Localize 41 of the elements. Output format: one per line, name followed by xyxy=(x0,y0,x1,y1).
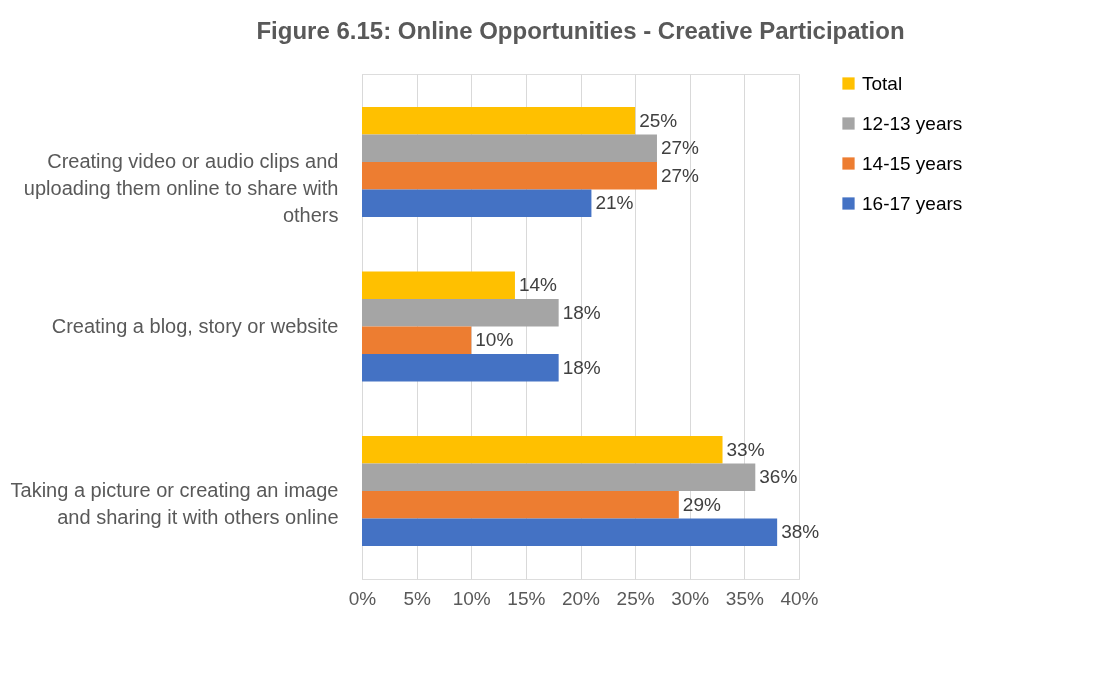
legend-label: 16-17 years xyxy=(862,192,963,214)
x-tick-label: 40% xyxy=(780,587,819,609)
x-tick-label: 10% xyxy=(452,587,491,609)
x-tick-label: 5% xyxy=(403,587,431,609)
data-label: 33% xyxy=(726,438,765,460)
data-label: 36% xyxy=(759,466,798,488)
data-label: 14% xyxy=(518,274,558,296)
chart-title: Figure 6.15: Online Opportunities - Creative Participation xyxy=(256,17,905,44)
x-tick-label: 35% xyxy=(725,587,764,609)
bar xyxy=(362,189,592,218)
y-tick-label: Creating video or audio clips and uploading them online to share with others xyxy=(23,150,339,226)
data-label: 10% xyxy=(475,329,514,351)
data-label: 27% xyxy=(660,164,700,186)
bar xyxy=(362,491,679,519)
bar xyxy=(362,435,723,464)
bar xyxy=(362,271,515,299)
bar xyxy=(362,298,559,327)
y-tick-label: Creating a blog, story or website xyxy=(51,314,339,337)
data-label: 27% xyxy=(660,137,700,159)
legend-label: 14-15 years xyxy=(862,152,963,174)
legend-label: Total xyxy=(862,72,903,94)
x-tick-label: 15% xyxy=(507,587,546,609)
data-label: 38% xyxy=(781,521,820,543)
x-tick-label: 20% xyxy=(561,587,601,609)
x-tick-label: 30% xyxy=(671,587,710,609)
data-label: 29% xyxy=(682,493,721,515)
legend-label: 12-13 years xyxy=(862,112,963,134)
bar xyxy=(362,326,472,355)
x-tick-label: 0% xyxy=(348,587,377,609)
bar xyxy=(362,354,559,382)
bar xyxy=(362,134,657,162)
bar xyxy=(362,518,778,547)
y-tick-label: Taking a picture or creating an image and sharing it with others online xyxy=(10,479,339,528)
x-tick-label: 25% xyxy=(616,587,655,609)
bar xyxy=(362,106,636,135)
bar xyxy=(362,162,657,190)
bar xyxy=(362,463,756,491)
data-label: 18% xyxy=(562,356,601,378)
data-label: 25% xyxy=(639,109,678,131)
data-label: 18% xyxy=(562,301,601,323)
data-label: 21% xyxy=(595,192,634,214)
